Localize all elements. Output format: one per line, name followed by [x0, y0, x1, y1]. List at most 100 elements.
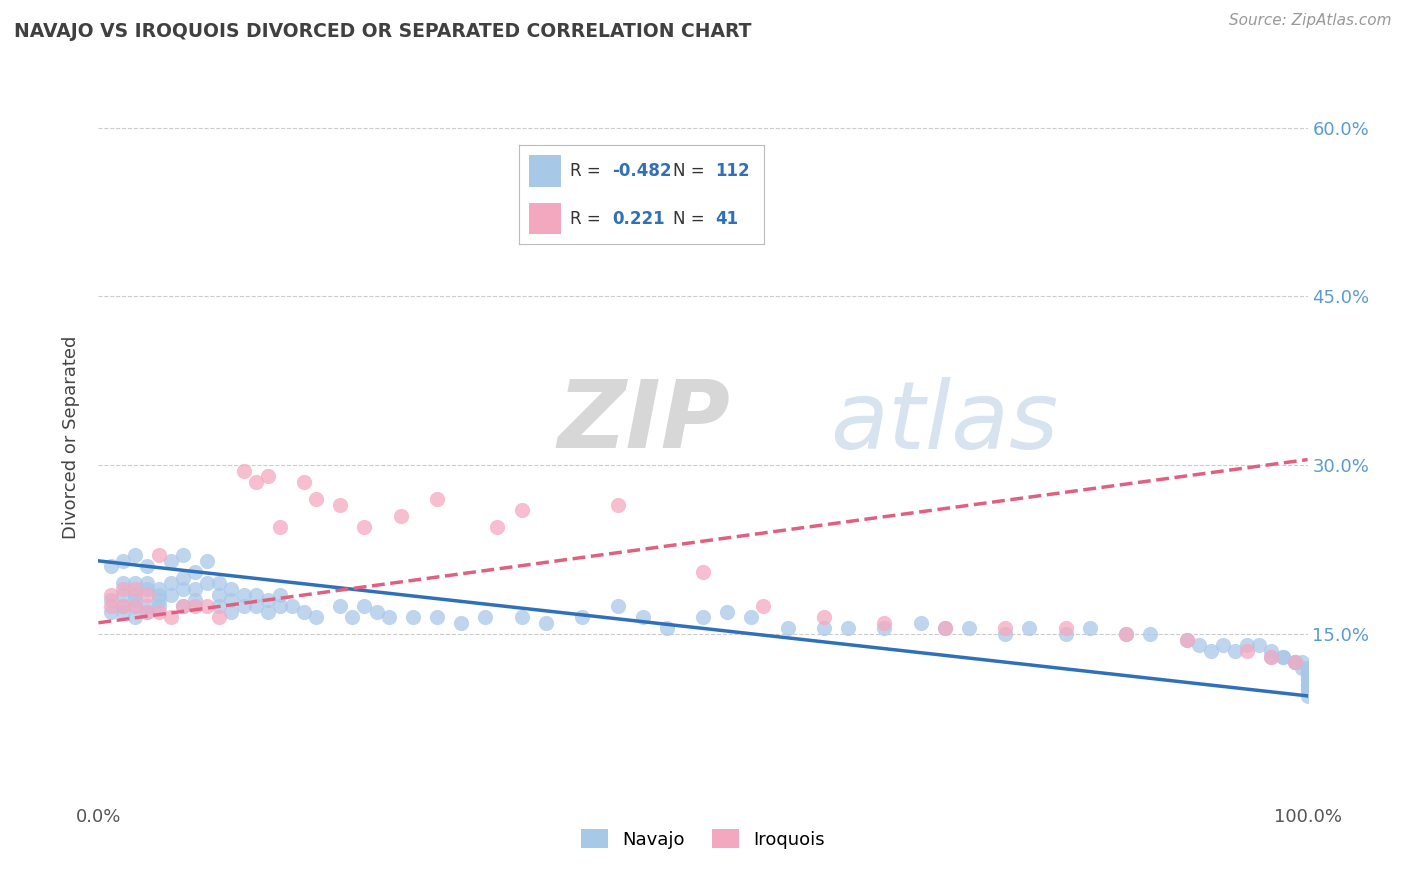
Point: [1284, 655, 1306, 669]
Point: [752, 599, 775, 613]
Point: [221, 582, 243, 596]
Point: [910, 615, 932, 630]
Point: [256, 605, 278, 619]
Point: [111, 588, 134, 602]
Point: [994, 627, 1017, 641]
Point: [111, 599, 134, 613]
Point: [1296, 678, 1319, 692]
Point: [124, 582, 146, 596]
Point: [631, 610, 654, 624]
Point: [100, 588, 122, 602]
Point: [607, 498, 630, 512]
Point: [269, 599, 291, 613]
Point: [1223, 644, 1246, 658]
Point: [269, 520, 291, 534]
Point: [1249, 638, 1271, 652]
Point: [195, 599, 218, 613]
Point: [353, 599, 375, 613]
Point: [934, 621, 956, 635]
Point: [837, 621, 859, 635]
Point: [124, 610, 146, 624]
Point: [1054, 627, 1077, 641]
Point: [172, 548, 194, 562]
Point: [172, 599, 194, 613]
Point: [184, 593, 207, 607]
Text: NAVAJO VS IROQUOIS DIVORCED OR SEPARATED CORRELATION CHART: NAVAJO VS IROQUOIS DIVORCED OR SEPARATED…: [14, 22, 752, 41]
Point: [124, 588, 146, 602]
Point: [208, 576, 231, 591]
Point: [172, 582, 194, 596]
Point: [148, 599, 170, 613]
Point: [1272, 649, 1295, 664]
Point: [1296, 678, 1319, 692]
Point: [1272, 649, 1295, 664]
Point: [510, 503, 533, 517]
Point: [281, 599, 304, 613]
Point: [1296, 666, 1319, 681]
Point: [1296, 666, 1319, 681]
Text: atlas: atlas: [830, 377, 1059, 468]
Point: [305, 491, 328, 506]
Point: [160, 588, 183, 602]
Point: [232, 588, 254, 602]
Point: [994, 621, 1017, 635]
Point: [195, 576, 218, 591]
Point: [111, 582, 134, 596]
Point: [245, 588, 267, 602]
Bar: [529, 202, 561, 235]
Point: [184, 599, 207, 613]
Point: [1115, 627, 1137, 641]
Point: [269, 588, 291, 602]
Point: [1018, 621, 1040, 635]
Point: [692, 565, 714, 579]
Point: [135, 588, 157, 602]
Point: [124, 593, 146, 607]
Point: [813, 621, 835, 635]
Point: [256, 469, 278, 483]
Point: [1296, 689, 1319, 703]
Y-axis label: Divorced or Separated: Divorced or Separated: [62, 335, 80, 539]
Point: [1291, 661, 1313, 675]
Point: [208, 588, 231, 602]
Point: [571, 610, 593, 624]
Point: [208, 599, 231, 613]
Point: [1291, 655, 1313, 669]
Text: ZIP: ZIP: [558, 376, 731, 468]
Point: [256, 593, 278, 607]
Point: [716, 605, 738, 619]
Point: [510, 610, 533, 624]
Point: [1296, 666, 1319, 681]
Point: [474, 610, 496, 624]
Point: [160, 576, 183, 591]
Text: R =: R =: [571, 161, 602, 179]
Point: [292, 475, 315, 489]
Point: [221, 593, 243, 607]
Point: [547, 188, 569, 202]
Point: [1260, 649, 1282, 664]
Point: [292, 605, 315, 619]
Point: [172, 571, 194, 585]
Point: [111, 554, 134, 568]
Point: [1296, 666, 1319, 681]
Point: [135, 559, 157, 574]
Point: [245, 599, 267, 613]
Point: [329, 498, 352, 512]
Point: [195, 554, 218, 568]
Point: [148, 593, 170, 607]
Point: [389, 508, 412, 523]
Point: [124, 576, 146, 591]
Point: [135, 605, 157, 619]
Point: [934, 621, 956, 635]
Point: [1236, 644, 1258, 658]
Point: [1260, 649, 1282, 664]
Point: [486, 520, 509, 534]
Point: [184, 582, 207, 596]
Point: [1284, 655, 1306, 669]
Point: [232, 599, 254, 613]
Point: [740, 610, 762, 624]
Point: [111, 599, 134, 613]
Point: [776, 621, 799, 635]
Point: [1296, 672, 1319, 686]
Point: [1199, 644, 1222, 658]
Point: [1296, 672, 1319, 686]
